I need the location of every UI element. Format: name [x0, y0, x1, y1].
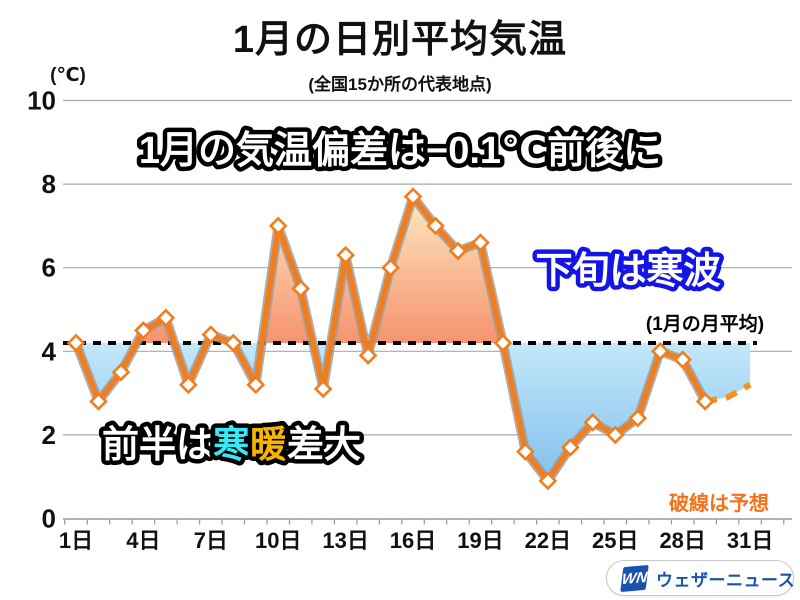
data-point-day-15: [381, 258, 400, 278]
forecast-note-label: 破線は予想: [669, 491, 769, 515]
y-tick-label-6: 6: [42, 253, 56, 283]
annotation-cold-char: 寒: [213, 424, 250, 465]
y-tick-label-10: 10: [27, 86, 56, 116]
warm-anomaly-area: [76, 196, 751, 343]
chart-title: 1月の日別平均気温: [233, 19, 567, 61]
annotation-temperature-deviation: 1月の気温偏差は−0.1℃前後に: [139, 130, 661, 172]
data-point-day-22: [538, 471, 558, 491]
data-point-day-11: [291, 279, 311, 298]
x-tick-label-day-13: 13日: [322, 528, 368, 553]
y-tick-label-2: 2: [42, 420, 56, 450]
y-tick-label-8: 8: [42, 169, 56, 199]
data-point-day-4: [134, 321, 153, 340]
data-point-day-14: [358, 346, 378, 365]
data-point-day-13: [336, 245, 355, 265]
data-point-day-24: [583, 413, 603, 432]
data-point-day-12: [313, 379, 333, 399]
data-point-day-3: [111, 362, 131, 382]
data-point-day-5: [156, 308, 176, 328]
data-point-day-1: [66, 333, 86, 353]
data-point-day-19: [471, 233, 490, 252]
plot-area: 0 2 4 6 8 10 1日 4日 7日 10日 13日 16日 19日 22日 25日 28日 31日: [27, 86, 792, 553]
x-tick-label-day-7: 7日: [194, 528, 228, 553]
monthly-average-label: (1月の月平均): [646, 312, 764, 335]
annotation-first-half-pre: 前半は: [102, 424, 213, 465]
data-point-day-10: [268, 216, 288, 236]
data-point-day-20: [493, 333, 513, 353]
x-tick-label-day-31: 31日: [727, 528, 773, 553]
annotation-first-half-post: 差大: [287, 424, 361, 465]
data-point-day-16: [403, 187, 423, 206]
chart-subtitle: (全国15か所の代表地点): [308, 74, 491, 94]
data-point-day-2: [89, 392, 108, 411]
x-tick-label-day-10: 10日: [255, 528, 301, 553]
annotation-first-half-temperature-swings: 前半は寒暖差大: [102, 424, 361, 465]
data-point-day-27: [650, 341, 670, 361]
data-point-day-6: [179, 375, 198, 395]
data-point-day-28: [673, 350, 693, 369]
y-tick-label-0: 0: [42, 504, 56, 534]
y-tick-label-4: 4: [42, 336, 57, 366]
text-layer: 1月の日別平均気温 (全国15か所の代表地点) (℃) 1月の気温偏差は−0.1…: [50, 19, 769, 515]
annotation-late-month-cold-wave: 下旬は寒波: [536, 250, 721, 291]
weathernews-logo-icon: WN: [620, 564, 649, 592]
data-point-day-29: [695, 392, 715, 411]
x-tick-label-day-19: 19日: [457, 528, 503, 553]
x-tick-label-day-25: 25日: [592, 528, 638, 553]
y-axis-unit-label: (℃): [50, 65, 86, 86]
x-tick-label-day-28: 28日: [659, 528, 705, 553]
data-point-day-26: [628, 408, 648, 428]
x-tick-label-day-4: 4日: [126, 528, 160, 553]
weathernews-logo-text: ウェザーニュース: [656, 570, 796, 590]
data-point-day-23: [561, 438, 580, 457]
data-point-day-18: [448, 241, 468, 261]
annotation-warm-char: 暖: [250, 424, 288, 465]
data-point-day-17: [426, 216, 445, 236]
weathernews-logo: WN ウェザーニュース: [606, 560, 796, 596]
data-point-day-8: [223, 333, 243, 353]
x-tick-label-day-16: 16日: [390, 528, 436, 553]
data-point-day-7: [201, 325, 221, 344]
cool-anomaly-area: [76, 342, 751, 481]
x-tick-label-day-1: 1日: [59, 528, 93, 553]
x-tick-label-day-22: 22日: [525, 528, 571, 553]
data-point-day-9: [246, 375, 266, 395]
data-point-day-21: [516, 442, 535, 461]
data-point-day-25: [605, 425, 625, 445]
